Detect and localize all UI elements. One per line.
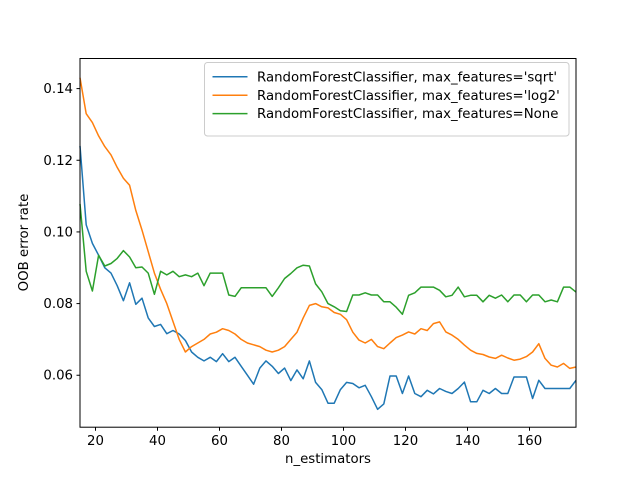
x-tick-label: 140 bbox=[455, 434, 480, 449]
y-tick-label: 0.10 bbox=[43, 225, 73, 240]
legend: RandomForestClassifier, max_features='sq… bbox=[204, 62, 570, 137]
x-tick-label: 160 bbox=[517, 434, 542, 449]
x-tick-label: 120 bbox=[393, 434, 418, 449]
legend-label-0: RandomForestClassifier, max_features='sq… bbox=[257, 70, 557, 85]
series-line-1 bbox=[79, 77, 577, 370]
x-tick-label: 80 bbox=[273, 434, 290, 449]
x-tick-label: 60 bbox=[211, 434, 228, 449]
legend-label-2: RandomForestClassifier, max_features=Non… bbox=[257, 107, 558, 122]
series-line-0 bbox=[79, 145, 577, 411]
x-tick-label: 100 bbox=[331, 434, 356, 449]
x-axis-ticks: 20 40 60 80 100 120 140 160 bbox=[87, 427, 542, 449]
y-tick-label: 0.08 bbox=[43, 297, 73, 312]
axes-frame bbox=[79, 58, 577, 428]
y-axis-label: OOB error rate bbox=[17, 194, 32, 292]
x-axis-label: n_estimators bbox=[285, 452, 371, 467]
x-tick-label: 40 bbox=[149, 434, 166, 449]
y-tick-label: 0.06 bbox=[43, 369, 73, 384]
y-axis-ticks: 0.06 0.08 0.10 0.12 0.14 bbox=[43, 82, 80, 384]
x-tick-label: 20 bbox=[87, 434, 104, 449]
series-lines bbox=[79, 77, 577, 411]
y-tick-label: 0.12 bbox=[43, 154, 73, 169]
legend-label-1: RandomForestClassifier, max_features='lo… bbox=[257, 89, 560, 104]
series-line-2 bbox=[79, 203, 577, 316]
y-tick-label: 0.14 bbox=[43, 82, 73, 97]
